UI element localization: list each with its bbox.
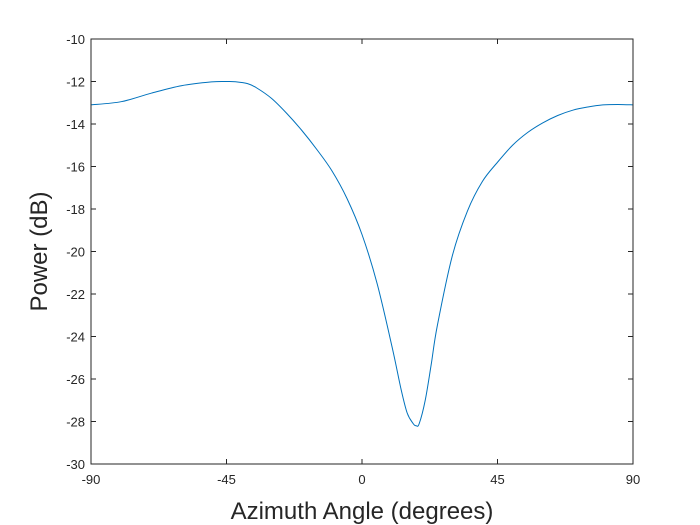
y-tick-label: -24 [66, 330, 85, 345]
y-tick-label: -18 [66, 202, 85, 217]
y-tick-label: -26 [66, 372, 85, 387]
series-layer [90, 80, 634, 427]
x-tick-label: -45 [217, 472, 236, 487]
x-tick-label: 45 [490, 472, 504, 487]
plot-area [91, 39, 633, 464]
series-line-0 [90, 80, 634, 427]
axes-box [90, 38, 634, 465]
x-tick-label: 0 [358, 472, 365, 487]
y-tick-label: -12 [66, 75, 85, 90]
y-axis-label: Power (dB) [26, 191, 53, 311]
y-tick-label: -20 [66, 245, 85, 260]
y-tick-label: -16 [66, 160, 85, 175]
x-tick-label: -90 [82, 472, 101, 487]
y-tick-label: -30 [66, 457, 85, 472]
x-tick-label: 90 [626, 472, 640, 487]
y-tick-label: -28 [66, 415, 85, 430]
x-axis-label: Azimuth Angle (degrees) [231, 498, 494, 525]
y-tick-label: -22 [66, 287, 85, 302]
y-tick-label: -10 [66, 32, 85, 47]
y-tick-label: -14 [66, 117, 85, 132]
